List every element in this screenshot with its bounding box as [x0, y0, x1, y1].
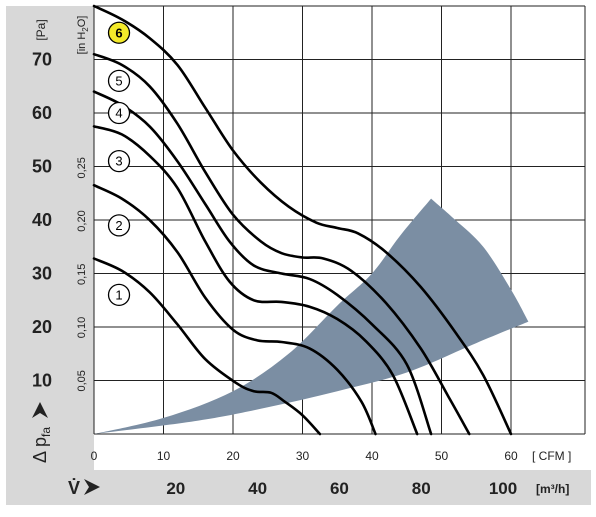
y-tick-label: 70 [32, 50, 52, 70]
y-axis-secondary-unit-suffix: O] [76, 16, 88, 28]
curve-label-circle-6 [107, 21, 131, 44]
y-tick-label: 60 [32, 103, 52, 123]
x-secondary-tick-label: 20 [166, 479, 185, 498]
x-axis-secondary-unit-label: [m³/h] [536, 482, 569, 496]
y-axis-band [6, 6, 94, 505]
x-axis-arrow-icon [84, 479, 100, 495]
curve-label-circle-1 [107, 283, 131, 307]
x-tick-label: 30 [296, 449, 310, 463]
y-axis-symbol-main: Δ p [30, 437, 50, 463]
x-axis-band [6, 470, 591, 505]
curve-label-circle-2 [107, 214, 131, 237]
y-axis-symbol: Δ pfa [30, 427, 53, 463]
y-secondary-tick-label: 0,25 [76, 157, 88, 178]
curve-3 [92, 125, 419, 436]
x-secondary-tick-label: 100 [489, 479, 517, 498]
x-tick-label: 0 [91, 449, 98, 463]
x-secondary-tick-label: 80 [412, 479, 431, 498]
curve-label-circle-3 [107, 149, 131, 173]
x-tick-label: 10 [157, 449, 171, 463]
y-secondary-tick-label: 0,15 [76, 264, 88, 285]
y-tick-label: 10 [32, 371, 52, 391]
x-axis-unit-label: [ CFM ] [532, 449, 571, 463]
x-secondary-tick-label: 40 [248, 479, 267, 498]
y-axis-secondary-unit-label: [in H2O] [76, 16, 90, 55]
curve-label-circle-4 [107, 101, 131, 125]
curve-4 [92, 90, 433, 436]
y-axis-secondary-unit-subscript: 2 [81, 27, 90, 32]
x-tick-label: 60 [504, 449, 518, 463]
y-secondary-tick-label: 0,10 [76, 317, 88, 338]
y-secondary-tick-label: 0,05 [76, 370, 88, 391]
y-secondary-tick-label: 0,20 [76, 210, 88, 231]
curve-label-3: 3 [115, 154, 122, 169]
x-tick-label: 20 [226, 449, 240, 463]
y-axis-arrow-icon [32, 402, 48, 418]
y-tick-label: 50 [32, 157, 52, 177]
curve-1 [92, 257, 322, 436]
curve-labels: 1 2 3 4 5 6 [107, 21, 131, 307]
x-tick-label: 50 [435, 449, 449, 463]
y-tick-label: 30 [32, 264, 52, 284]
y-tick-label: 40 [32, 210, 52, 230]
curve-label-2: 2 [115, 218, 122, 233]
x-secondary-tick-label: 60 [330, 479, 349, 498]
y-axis-unit-label: [Pa] [34, 19, 48, 40]
operating-region [94, 198, 529, 434]
y-axis-symbol-subscript: fa [39, 427, 53, 437]
curve-label-1: 1 [115, 287, 122, 302]
curve-label-4: 4 [115, 106, 122, 121]
y-axis-secondary-unit-prefix: [in H [76, 32, 88, 55]
curve-5 [92, 52, 471, 436]
curve-label-circle-5 [107, 69, 131, 93]
curve-label-6: 6 [115, 25, 122, 40]
curve-2 [92, 183, 377, 436]
curve-label-5: 5 [115, 73, 122, 88]
y-tick-label: 20 [32, 317, 52, 337]
x-tick-label: 40 [365, 449, 379, 463]
curves [92, 4, 513, 436]
x-axis-symbol: V̇ [68, 477, 80, 498]
tick-labels: 10 20 30 40 50 60 70 0,05 0,10 0,15 0,20 0,25 0 10 20 3… [32, 50, 518, 499]
curve-6 [92, 4, 513, 436]
